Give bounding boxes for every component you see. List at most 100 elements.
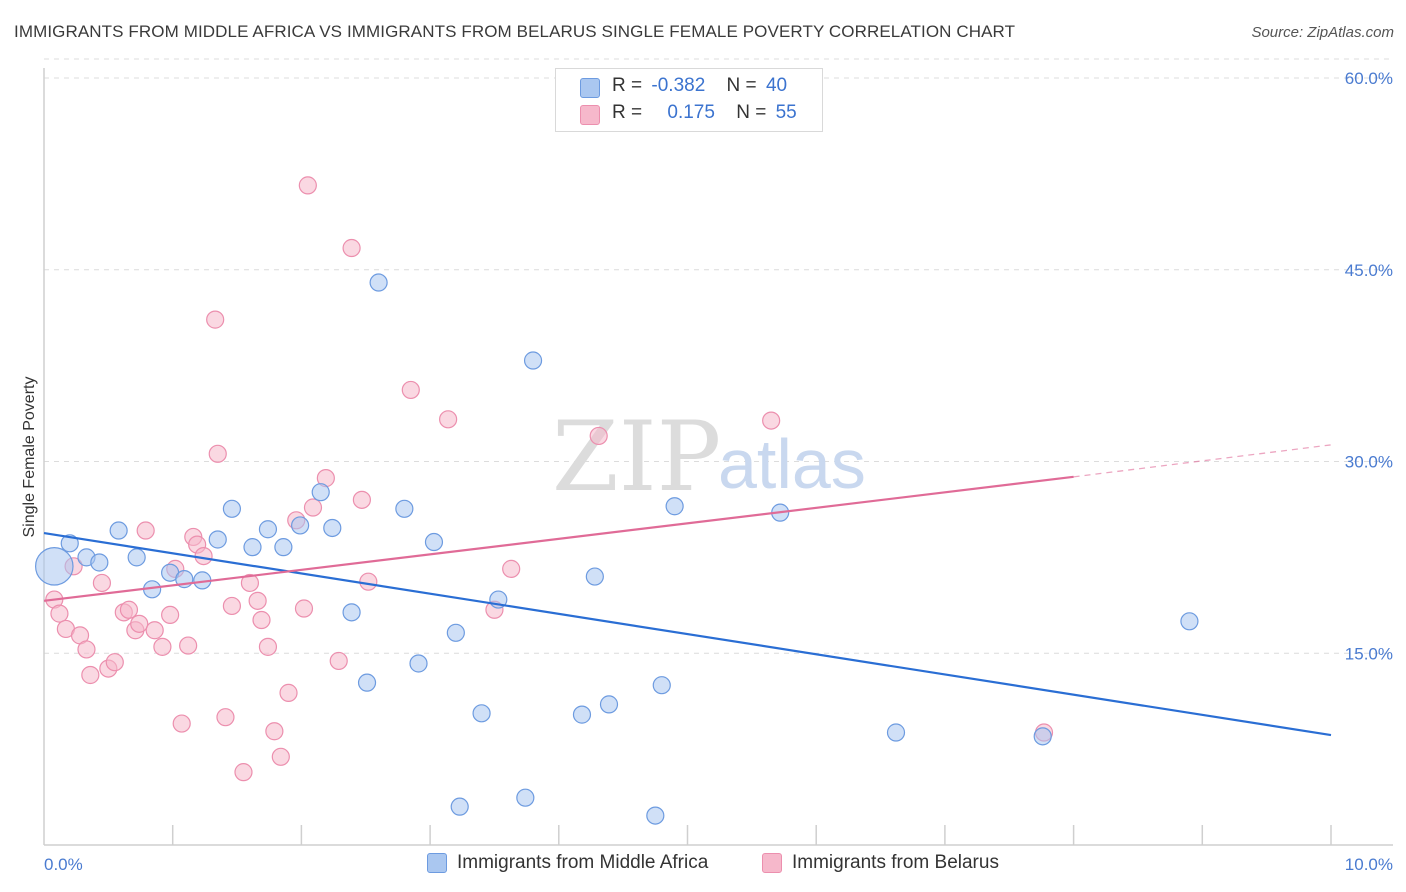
data-point-middle-africa [665, 497, 684, 516]
data-point-belarus [179, 636, 198, 655]
data-point-belarus [279, 683, 298, 702]
data-point-belarus [161, 605, 180, 625]
data-point-belarus [294, 599, 314, 618]
data-point-belarus [136, 521, 155, 540]
series-middle-africa-points [34, 273, 1199, 825]
data-point-belarus [298, 176, 317, 195]
data-point-belarus [50, 604, 69, 623]
chart-source: Source: ZipAtlas.com [1251, 24, 1394, 41]
data-point-belarus [206, 310, 225, 329]
data-point-middle-africa [243, 538, 262, 557]
data-point-belarus [439, 410, 458, 429]
n-value: 40 [765, 75, 788, 96]
correlation-stats-box: R = -0.382 N = 40 R = 0.175 N = 55 [555, 68, 823, 132]
data-point-middle-africa [472, 704, 491, 723]
tick-labels: 15.0% 30.0% 45.0% 60.0% 0.0% 10.0% [44, 69, 1393, 874]
data-point-belarus [92, 573, 112, 593]
data-point-belarus [252, 610, 271, 630]
gridlines [44, 58, 1393, 654]
legend-swatch-middle-africa [427, 853, 447, 873]
data-point-belarus [589, 426, 608, 446]
data-point-belarus [401, 380, 420, 400]
data-point-middle-africa [311, 483, 330, 502]
data-point-belarus [81, 665, 100, 685]
data-point-middle-africa [34, 547, 74, 586]
legend-label: Immigrants from Belarus [792, 852, 999, 873]
n-label: N = [726, 75, 757, 96]
data-point-middle-africa [516, 788, 535, 807]
data-point-middle-africa [1033, 727, 1052, 746]
watermark-atlas: atlas [718, 425, 866, 503]
data-point-middle-africa [258, 520, 278, 539]
data-point-middle-africa [599, 695, 619, 714]
data-point-middle-africa [323, 518, 342, 538]
data-point-middle-africa [342, 603, 361, 622]
x-tick-label-max: 10.0% [1345, 855, 1393, 874]
data-point-belarus [240, 573, 260, 593]
watermark-zip: ZIP [552, 401, 721, 513]
data-point-belarus [359, 572, 378, 591]
trend-line-belarus [43, 475, 1074, 602]
y-axis-title: Single Female Poverty [21, 377, 38, 538]
data-point-belarus [216, 708, 235, 727]
data-point-belarus [172, 714, 191, 733]
data-point-belarus [258, 637, 278, 656]
stats-swatch-middle-africa [580, 78, 600, 98]
data-point-middle-africa [424, 532, 444, 552]
data-point-belarus [248, 591, 267, 610]
data-point-middle-africa [291, 516, 310, 535]
data-point-middle-africa [109, 521, 128, 540]
data-point-belarus [329, 651, 348, 671]
n-label: N = [736, 102, 767, 123]
data-point-middle-africa [395, 499, 414, 518]
chart-title: IMMIGRANTS FROM MIDDLE AFRICA VS IMMIGRA… [14, 22, 1016, 41]
data-point-belarus [502, 559, 521, 578]
data-point-belarus [130, 614, 149, 633]
legend-label: Immigrants from Middle Africa [457, 852, 709, 873]
data-point-belarus [208, 444, 227, 463]
trend-line-belarus-extension [1073, 444, 1332, 478]
series-belarus-points [45, 176, 1054, 782]
y-tick-label: 45.0% [1345, 261, 1393, 280]
data-point-middle-africa [446, 623, 465, 642]
y-tick-label: 60.0% [1345, 69, 1393, 88]
chart-legend: Immigrants from Middle Africa Immigrants… [0, 852, 1406, 878]
data-point-middle-africa [886, 723, 906, 742]
r-value: -0.382 [651, 75, 706, 96]
data-point-belarus [762, 411, 781, 430]
data-point-middle-africa [585, 567, 604, 586]
data-point-belarus [303, 498, 323, 517]
r-label: R = [612, 75, 643, 96]
x-tick-label-min: 0.0% [44, 855, 83, 874]
data-point-middle-africa [409, 654, 428, 673]
data-point-belarus [119, 600, 139, 619]
y-tick-label: 15.0% [1345, 644, 1393, 663]
data-point-middle-africa [646, 806, 665, 825]
r-value: 0.175 [667, 102, 715, 123]
data-point-middle-africa [450, 797, 469, 816]
data-point-belarus [222, 596, 242, 616]
trend-lines [43, 444, 1332, 737]
data-point-middle-africa [369, 273, 388, 292]
data-point-belarus [153, 637, 172, 656]
data-point-middle-africa [1180, 612, 1199, 631]
data-point-belarus [77, 640, 96, 659]
data-point-middle-africa [572, 705, 592, 724]
legend-swatch-belarus [762, 853, 782, 873]
data-point-middle-africa [652, 676, 671, 695]
data-point-middle-africa [90, 553, 109, 572]
n-value: 55 [775, 102, 797, 123]
data-point-middle-africa [60, 534, 79, 553]
data-point-belarus [271, 747, 290, 766]
data-point-belarus [145, 621, 164, 640]
data-point-middle-africa [274, 538, 293, 557]
data-point-belarus [265, 722, 284, 741]
data-point-middle-africa [357, 673, 377, 692]
data-point-belarus [342, 238, 361, 258]
data-point-middle-africa [127, 548, 146, 567]
data-point-middle-africa [222, 499, 242, 518]
data-point-middle-africa [523, 351, 543, 370]
y-tick-label: 30.0% [1345, 453, 1393, 472]
data-point-middle-africa [208, 530, 227, 549]
